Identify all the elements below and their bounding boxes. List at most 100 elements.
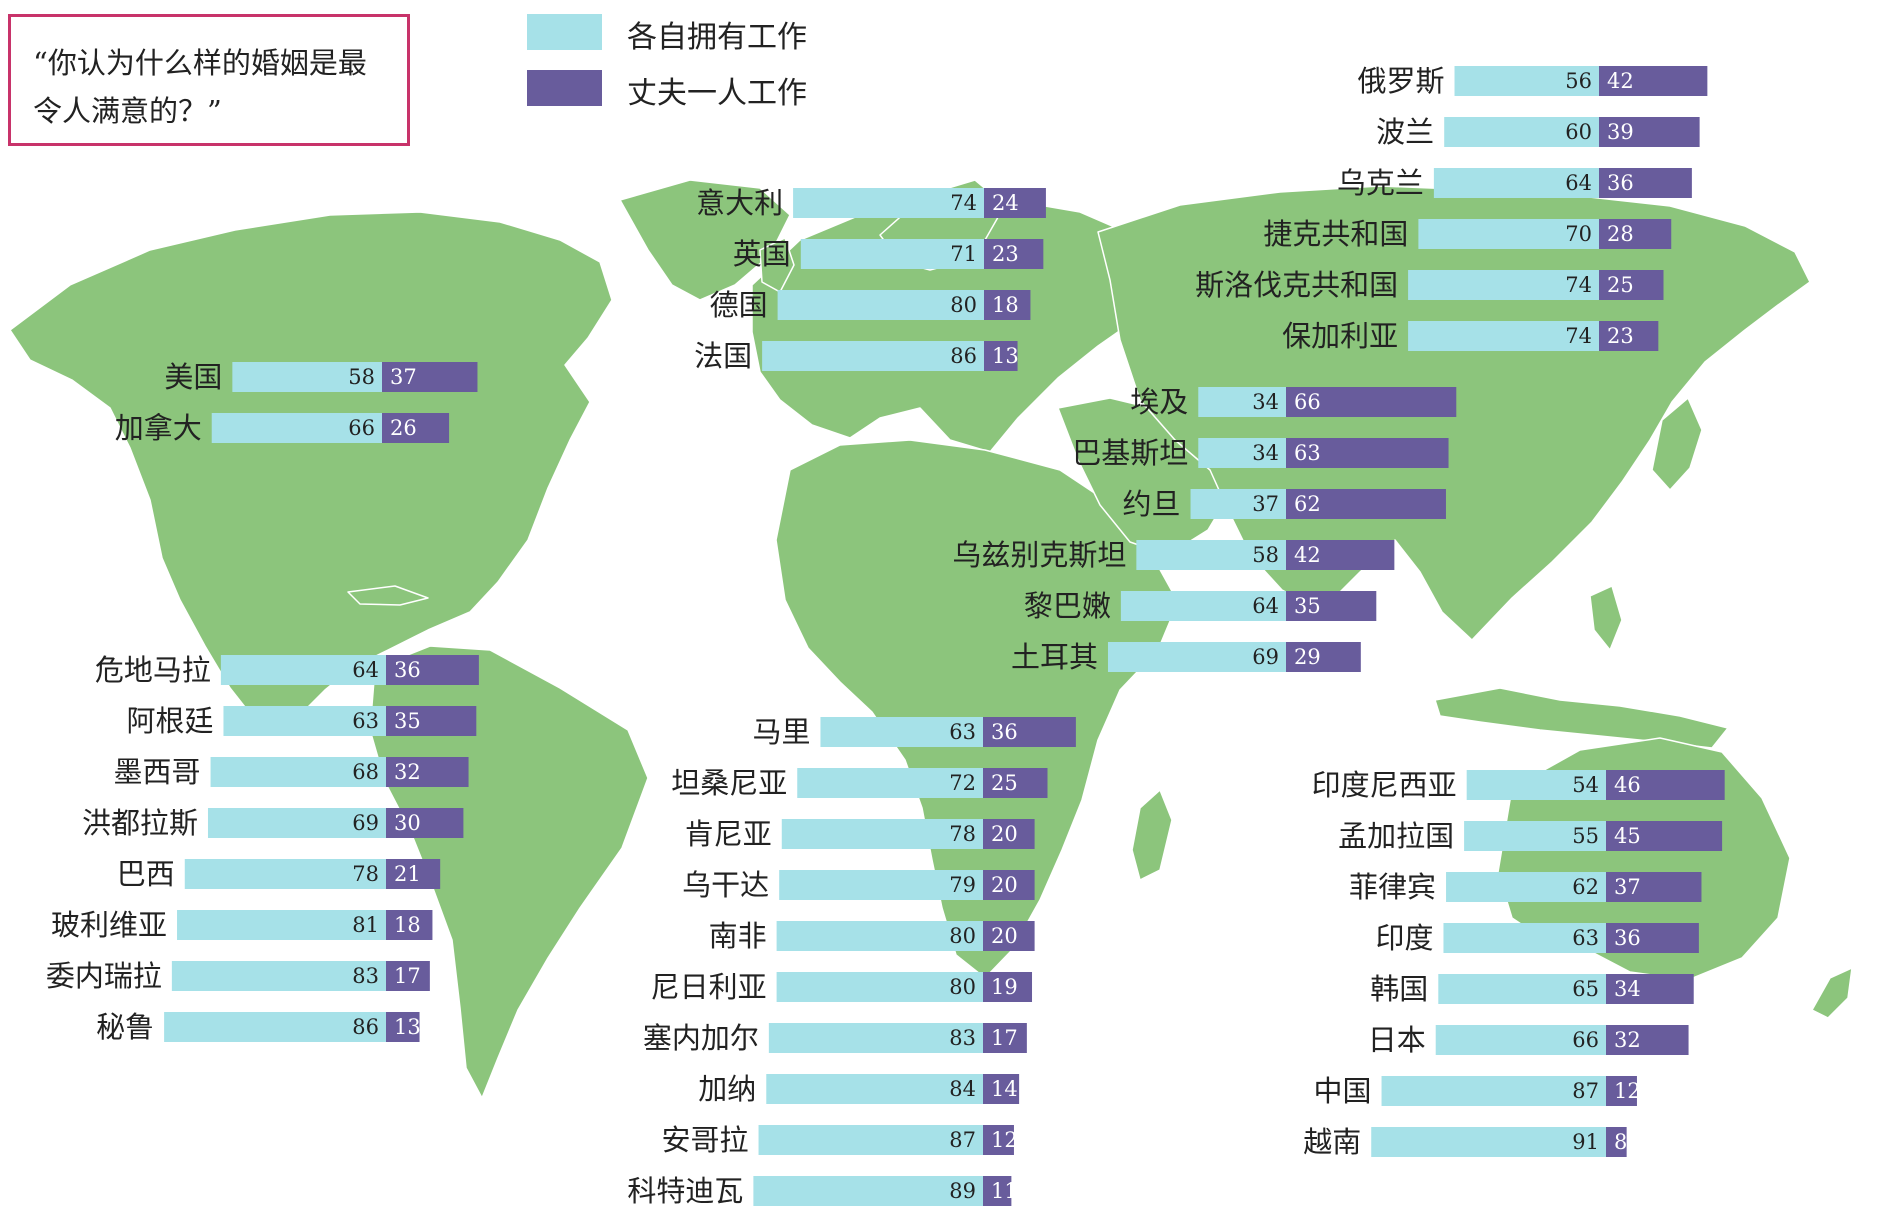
caribbean-shape bbox=[347, 585, 429, 606]
bar-husband-works bbox=[1599, 66, 1708, 96]
data-label-husband-works: 25 bbox=[1607, 273, 1634, 297]
new-zealand-shape bbox=[1811, 967, 1853, 1019]
bar-husband-works bbox=[983, 768, 1048, 798]
bar-both-work bbox=[797, 768, 983, 798]
bar-husband-works bbox=[984, 188, 1046, 218]
bar-husband-works bbox=[1599, 117, 1700, 147]
data-label-both-work: 66 bbox=[1572, 1028, 1599, 1052]
bar-both-work bbox=[223, 706, 386, 736]
country-label: 黎巴嫩 bbox=[1024, 589, 1111, 623]
bar-husband-works bbox=[983, 1074, 1020, 1104]
data-label-husband-works: 36 bbox=[1607, 171, 1634, 195]
bar-both-work bbox=[1408, 321, 1599, 351]
bar-group-latin-america: 64 36 危地马拉 63 35 阿根廷 68 32 墨西哥 69 30 洪都拉斯 78 21 巴西 81 18… bbox=[46, 653, 479, 1044]
country-label: 土耳其 bbox=[1011, 640, 1098, 674]
country-label: 乌克兰 bbox=[1337, 166, 1424, 200]
data-label-both-work: 84 bbox=[949, 1077, 976, 1101]
data-label-both-work: 74 bbox=[1565, 324, 1592, 348]
data-label-husband-works: 36 bbox=[394, 658, 421, 682]
bar-both-work bbox=[781, 819, 983, 849]
bar-husband-works bbox=[382, 413, 450, 443]
bar-both-work bbox=[779, 870, 983, 900]
bar-husband-works bbox=[1606, 923, 1699, 953]
bar-both-work bbox=[1446, 872, 1606, 902]
data-label-both-work: 80 bbox=[950, 293, 977, 317]
country-label: 印度尼西亚 bbox=[1312, 768, 1457, 802]
indonesia-shape bbox=[1434, 687, 1729, 749]
country-label: 加拿大 bbox=[115, 411, 202, 445]
data-label-husband-works: 63 bbox=[1294, 441, 1321, 465]
country-label: 印度 bbox=[1375, 921, 1433, 955]
bar-both-work bbox=[758, 1125, 983, 1155]
bar-both-work bbox=[207, 808, 386, 838]
bar-husband-works bbox=[1606, 974, 1694, 1004]
bar-husband-works bbox=[1606, 872, 1702, 902]
bar-husband-works bbox=[1606, 1076, 1637, 1106]
bar-both-work bbox=[210, 757, 386, 787]
bar-husband-works bbox=[983, 1176, 1012, 1206]
country-label: 委内瑞拉 bbox=[46, 959, 162, 993]
bar-both-work bbox=[820, 717, 983, 747]
data-label-husband-works: 29 bbox=[1294, 645, 1321, 669]
survey-question: “你认为什么样的婚姻是最令人满意的？” bbox=[33, 46, 367, 128]
data-label-husband-works: 25 bbox=[991, 771, 1018, 795]
bar-husband-works bbox=[984, 341, 1018, 371]
bar-husband-works bbox=[983, 1023, 1027, 1053]
bar-husband-works bbox=[1606, 1127, 1627, 1157]
country-label: 尼日利亚 bbox=[651, 970, 767, 1004]
country-label: 美国 bbox=[164, 360, 222, 394]
bar-husband-works bbox=[1599, 219, 1672, 249]
bar-both-work bbox=[1466, 770, 1606, 800]
data-label-both-work: 78 bbox=[949, 822, 976, 846]
country-label: 马里 bbox=[752, 715, 810, 749]
country-label: 德国 bbox=[710, 288, 768, 322]
data-label-both-work: 54 bbox=[1572, 773, 1599, 797]
bar-both-work bbox=[800, 239, 984, 269]
country-label: 约旦 bbox=[1123, 487, 1181, 521]
bar-both-work bbox=[1435, 1025, 1606, 1055]
bar-husband-works bbox=[1286, 438, 1449, 468]
greenland-shape bbox=[619, 179, 791, 301]
bar-husband-works bbox=[386, 808, 464, 838]
data-label-both-work: 37 bbox=[1252, 492, 1279, 516]
bar-husband-works bbox=[1286, 591, 1377, 621]
data-label-husband-works: 30 bbox=[394, 811, 421, 835]
country-label: 科特迪瓦 bbox=[627, 1174, 743, 1208]
data-label-husband-works: 45 bbox=[1614, 824, 1641, 848]
country-label: 法国 bbox=[694, 339, 752, 373]
bar-husband-works bbox=[1286, 540, 1395, 570]
country-label: 塞内加尔 bbox=[643, 1021, 759, 1055]
data-label-both-work: 87 bbox=[949, 1128, 976, 1152]
data-label-husband-works: 11 bbox=[991, 1179, 1018, 1203]
country-label: 乌兹别克斯坦 bbox=[952, 538, 1126, 572]
bar-husband-works bbox=[386, 961, 430, 991]
bar-husband-works bbox=[983, 717, 1076, 747]
bar-group-asia: 54 46 印度尼西亚 55 45 孟加拉国 62 37 菲律宾 63 36 印度 65 34 韩国 66 32… bbox=[1303, 768, 1725, 1159]
bar-both-work bbox=[1198, 438, 1286, 468]
bar-both-work bbox=[177, 910, 386, 940]
data-label-both-work: 69 bbox=[1252, 645, 1279, 669]
country-label: 孟加拉国 bbox=[1338, 819, 1454, 853]
bar-both-work bbox=[1418, 219, 1599, 249]
data-label-both-work: 72 bbox=[949, 771, 976, 795]
data-label-both-work: 80 bbox=[949, 975, 976, 999]
bar-both-work bbox=[793, 188, 984, 218]
data-label-husband-works: 20 bbox=[991, 822, 1018, 846]
country-label: 墨西哥 bbox=[114, 755, 201, 789]
data-label-both-work: 63 bbox=[352, 709, 379, 733]
bar-husband-works bbox=[1286, 387, 1457, 417]
data-label-husband-works: 35 bbox=[394, 709, 421, 733]
bar-both-work bbox=[753, 1176, 983, 1206]
data-label-husband-works: 20 bbox=[991, 924, 1018, 948]
bar-group-eastern-europe: 56 42 俄罗斯 60 39 波兰 64 36 乌克兰 70 28 捷克共和国 74 25 斯洛伐克共和国… bbox=[1195, 64, 1708, 353]
data-label-husband-works: 20 bbox=[991, 873, 1018, 897]
data-label-husband-works: 34 bbox=[1614, 977, 1641, 1001]
bar-husband-works bbox=[983, 870, 1035, 900]
data-label-husband-works: 12 bbox=[991, 1128, 1018, 1152]
bar-both-work bbox=[1444, 117, 1599, 147]
data-label-both-work: 34 bbox=[1252, 441, 1279, 465]
country-label: 玻利维亚 bbox=[51, 908, 167, 942]
data-label-both-work: 70 bbox=[1565, 222, 1592, 246]
